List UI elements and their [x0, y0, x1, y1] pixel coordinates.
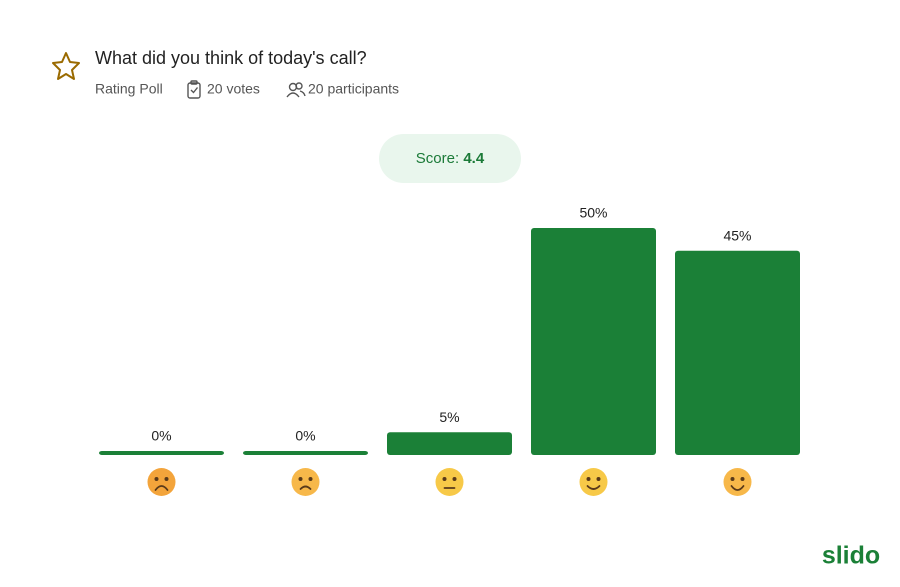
- value-label: 5%: [439, 409, 459, 425]
- emoji-face: [291, 468, 320, 496]
- emoji-eye: [164, 477, 169, 481]
- star-icon: [52, 52, 80, 80]
- emoji-mouth: [730, 485, 745, 491]
- emoji-eye: [154, 477, 159, 481]
- emoji-eye: [298, 477, 303, 481]
- value-label: 0%: [295, 428, 315, 444]
- value-label: 45%: [723, 227, 751, 243]
- bar: [675, 250, 800, 455]
- votes: 20 votes: [207, 81, 260, 97]
- emoji-icon: [291, 468, 320, 496]
- emoji-icon: [579, 468, 608, 496]
- score-value: 4.4: [463, 150, 485, 167]
- emoji-eye: [308, 477, 313, 481]
- bar: [243, 451, 368, 455]
- poll-type: Rating Poll: [95, 81, 163, 97]
- bar: [387, 432, 512, 455]
- votes-icon: [187, 80, 201, 99]
- emoji-eye: [740, 477, 745, 481]
- brand-logo: slido: [822, 542, 880, 570]
- emoji-face: [579, 468, 608, 496]
- participants-icon: [286, 82, 306, 98]
- emoji-face: [723, 468, 752, 496]
- poll-title: What did you think of today's call?: [95, 48, 367, 68]
- score-pill: [379, 134, 521, 183]
- emoji-mouth: [154, 485, 169, 491]
- participants: 20 participants: [308, 81, 399, 97]
- bar: [531, 228, 656, 455]
- score: Score: 4.4: [416, 150, 485, 167]
- emoji-mouth: [586, 485, 601, 490]
- emoji-face: [435, 468, 464, 496]
- emoji-mouth: [299, 485, 312, 490]
- score-label: Score:: [416, 150, 459, 167]
- emoji-eye: [596, 477, 601, 481]
- emoji-eye: [452, 477, 457, 481]
- emoji-eye: [730, 477, 735, 481]
- value-label: 50%: [579, 205, 607, 221]
- emoji-eye: [442, 477, 447, 481]
- value-label: 0%: [151, 428, 171, 444]
- emoji-icon: [435, 468, 464, 496]
- emoji-icon: [723, 468, 752, 496]
- bar: [99, 451, 224, 455]
- emoji-face: [147, 468, 176, 496]
- emoji-eye: [586, 477, 591, 481]
- emoji-icon: [147, 468, 176, 496]
